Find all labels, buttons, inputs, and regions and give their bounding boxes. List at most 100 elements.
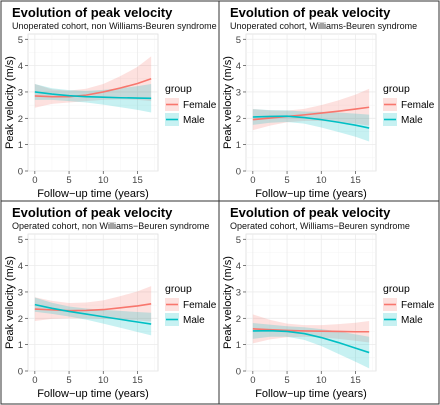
confidence-band-male [34, 84, 152, 113]
y-axis-label: Peak velocity (m/s) [4, 56, 16, 149]
y-tick-label: 3 [18, 287, 23, 298]
x-tick-label: 0 [32, 175, 37, 186]
legend-label-female: Female [183, 100, 217, 111]
y-tick-label: 0 [18, 367, 23, 378]
series-line-male [252, 115, 370, 129]
x-tick-label: 10 [316, 375, 327, 386]
confidence-band-female [34, 286, 152, 322]
plot-area [27, 233, 159, 372]
grid [246, 34, 376, 172]
plot-area [27, 33, 159, 172]
y-tick-label: 4 [236, 61, 241, 72]
confidence-band-male [252, 323, 370, 369]
legend: group Female Male [165, 83, 217, 126]
y-tick-label: 0 [236, 367, 241, 378]
legend-label-female: Female [401, 300, 435, 311]
y-tick-label: 5 [236, 235, 241, 246]
y-tick-label: 2 [236, 314, 241, 325]
y-axis-label: Peak velocity (m/s) [222, 256, 234, 349]
x-axis-label: Follow−up time (years) [37, 388, 149, 400]
chart-title: Evolution of peak velocity [230, 5, 391, 20]
x-tick-label: 0 [250, 375, 255, 386]
series-line-female [252, 328, 370, 333]
x-tick-label: 0 [32, 375, 37, 386]
y-tick-label: 2 [18, 114, 23, 125]
legend-label-female: Female [183, 300, 217, 311]
legend: group Female Male [383, 283, 435, 326]
chart-title: Evolution of peak velocity [230, 205, 391, 220]
y-tick-label: 3 [236, 87, 241, 98]
y-tick-label: 2 [236, 114, 241, 125]
series-line-male [34, 303, 152, 325]
x-axis-label: Follow−up time (years) [37, 188, 149, 200]
legend-title: group [383, 83, 410, 95]
legend-label-male: Male [401, 115, 423, 126]
confidence-band-female [252, 88, 370, 131]
confidence-band-male [34, 297, 152, 336]
x-tick-label: 10 [316, 175, 327, 186]
y-tick-label: 0 [236, 167, 241, 178]
y-axis-label: Peak velocity (m/s) [4, 256, 16, 349]
x-axis-label: Follow−up time (years) [255, 188, 367, 200]
chart-subtitle: Operated cohort, Williams−Beuren syndrom… [230, 221, 410, 231]
series-line-female [34, 303, 152, 312]
x-tick-label: 15 [132, 375, 143, 386]
y-axis-label: Peak velocity (m/s) [222, 56, 234, 149]
y-tick-label: 3 [18, 87, 23, 98]
confidence-band-female [252, 314, 370, 344]
y-tick-label: 5 [18, 235, 23, 246]
y-tick-label: 4 [18, 261, 23, 272]
legend-label-male: Male [183, 115, 205, 126]
x-tick-label: 15 [132, 175, 143, 186]
y-tick-label: 5 [18, 35, 23, 46]
series-line-female [34, 78, 152, 98]
grid [28, 34, 158, 172]
y-tick-label: 0 [18, 167, 23, 178]
y-tick-label: 1 [18, 140, 23, 151]
legend-label-male: Male [401, 315, 423, 326]
grid [246, 234, 376, 372]
legend-title: group [165, 83, 192, 95]
x-tick-label: 5 [284, 375, 289, 386]
y-tick-label: 3 [236, 287, 241, 298]
y-tick-label: 1 [236, 340, 241, 351]
x-tick-label: 5 [66, 175, 71, 186]
chart-subtitle: Unoperated cohort, non Williams-Beuren s… [12, 21, 217, 31]
y-tick-label: 1 [236, 140, 241, 151]
legend-title: group [383, 283, 410, 295]
series-line-male [34, 91, 152, 100]
x-tick-label: 10 [98, 175, 109, 186]
x-tick-label: 15 [350, 375, 361, 386]
y-tick-label: 5 [236, 35, 241, 46]
series-line-male [252, 329, 370, 354]
chart-title: Evolution of peak velocity [12, 5, 173, 20]
legend: group Female Male [383, 83, 435, 126]
legend-label-male: Male [183, 315, 205, 326]
grid [28, 234, 158, 372]
panel-border [218, 200, 440, 405]
plot-area [245, 33, 377, 172]
x-tick-label: 5 [66, 375, 71, 386]
x-tick-label: 15 [350, 175, 361, 186]
y-tick-label: 4 [236, 261, 241, 272]
chart-subtitle: Unoperated cohort, Williams-Beuren syndr… [230, 21, 417, 31]
y-tick-label: 2 [18, 314, 23, 325]
y-tick-label: 1 [18, 340, 23, 351]
x-tick-label: 0 [250, 175, 255, 186]
x-tick-label: 10 [98, 375, 109, 386]
legend: group Female Male [165, 283, 217, 326]
series-line-female [252, 106, 370, 121]
x-axis-label: Follow−up time (years) [255, 388, 367, 400]
chart-subtitle: Operated cohort, non Williams−Beuren syn… [12, 221, 209, 231]
legend-label-female: Female [401, 100, 435, 111]
chart-title: Evolution of peak velocity [12, 205, 173, 220]
x-tick-label: 5 [284, 175, 289, 186]
y-tick-label: 4 [18, 61, 23, 72]
legend-title: group [165, 283, 192, 295]
